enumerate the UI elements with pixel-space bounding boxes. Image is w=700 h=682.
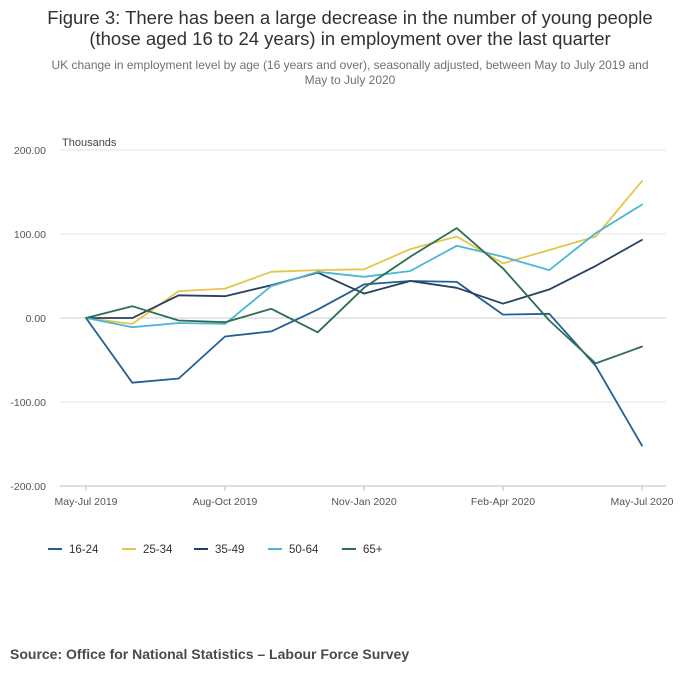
legend-label: 65+ (363, 544, 383, 556)
y-tick-label: 100.00 (14, 229, 46, 241)
x-tick-label: Nov-Jan 2020 (331, 496, 397, 508)
x-tick-label: Aug-Oct 2019 (193, 496, 258, 508)
chart-title-line-2: (those aged 16 to 24 years) in employmen… (89, 28, 611, 49)
y-axis-unit-label: Thousands (62, 137, 117, 149)
chart-subtitle-line-1: UK change in employment level by age (16… (51, 58, 649, 72)
series-line-25-34 (85, 180, 643, 325)
chart-title: Figure 3: There has been a large decreas… (0, 7, 700, 49)
legend-label: 25-34 (143, 544, 173, 556)
legend-item: 65+ (342, 544, 383, 556)
x-tick-label: May-Jul 2020 (610, 496, 673, 508)
chart-title-line-1: Figure 3: There has been a large decreas… (47, 7, 653, 28)
source-note: Source: Office for National Statistics –… (10, 646, 410, 662)
y-tick-label: 0.00 (26, 313, 47, 325)
legend-item: 16-24 (48, 544, 99, 556)
series-line-50-64 (85, 203, 643, 329)
series-line-65+ (85, 227, 643, 365)
gridlines (60, 149, 666, 487)
chart-subtitle: UK change in employment level by age (16… (30, 58, 670, 88)
legend-label: 16-24 (69, 544, 99, 556)
legend-label: 35-49 (215, 544, 244, 556)
y-tick-label: -200.00 (10, 481, 46, 493)
legend-item: 50-64 (268, 544, 319, 556)
series-lines (85, 180, 643, 447)
chart-subtitle-line-2: May to July 2020 (304, 73, 396, 87)
legend-item: 25-34 (122, 544, 173, 556)
y-tick-label: -100.00 (10, 397, 46, 409)
line-chart: Thousands -200.00 -100.00 0.00 100.00 200.00… (10, 137, 674, 556)
series-line-16-24 (85, 280, 643, 447)
series-line-35-49 (85, 238, 643, 319)
x-tick-label: May-Jul 2019 (54, 496, 117, 508)
x-tick-label: Feb-Apr 2020 (471, 496, 535, 508)
legend-item: 35-49 (194, 544, 244, 556)
y-axis-ticks: -200.00 -100.00 0.00 100.00 200.00 (10, 145, 46, 493)
legend: 16-24 25-34 35-49 50-64 65+ (48, 544, 383, 556)
legend-label: 50-64 (289, 544, 319, 556)
x-axis-ticks: May-Jul 2019 Aug-Oct 2019 Nov-Jan 2020 Feb-… (54, 486, 674, 508)
y-tick-label: 200.00 (14, 145, 46, 157)
